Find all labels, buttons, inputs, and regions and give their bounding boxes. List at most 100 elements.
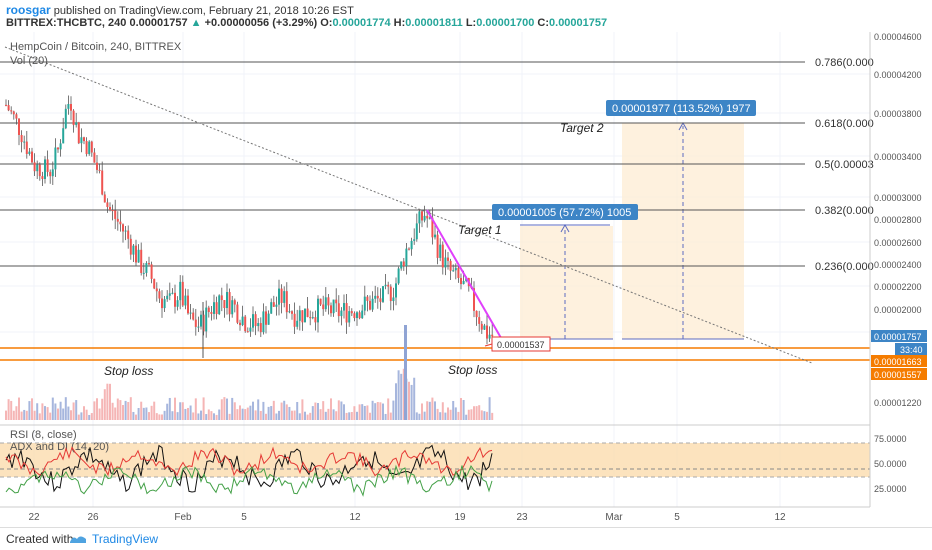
candle-down [421,211,423,221]
volume-bar [12,410,15,420]
volume-bar [210,411,213,420]
candle-down [70,103,72,111]
volume-bar [480,410,483,420]
candle-up [257,323,260,327]
volume-bar [64,397,67,420]
candle-up [444,257,447,268]
volume-bar [363,405,366,420]
candle-down [109,206,111,211]
volume-bar [415,412,418,420]
support-label: 0.00001557 [874,370,922,380]
candle-up [296,320,299,327]
author-name[interactable]: roosgar [6,3,51,17]
volume-bar [379,402,382,420]
volume-bar [200,410,202,420]
stop-loss-label: Stop loss [448,363,497,377]
candle-down [20,134,23,143]
candle-down [33,162,36,172]
candle-down [7,105,10,111]
price-change: +0.00000056 (+3.29%) [204,17,318,29]
footer: Created with TradingView [0,527,932,550]
volume-bar [10,400,13,420]
volume-bar [343,404,345,420]
volume-bar [88,414,91,420]
volume-bar [15,406,18,420]
x-tick-label: 26 [87,512,99,523]
volume-bar [244,409,247,420]
volume-bar [314,402,317,420]
candle-up [44,159,46,179]
candle-down [49,171,52,177]
candle-down [402,261,405,267]
volume-bar [460,398,462,420]
low-label: L: [465,17,477,29]
volume-bar [77,414,80,420]
volume-bar [163,410,166,420]
volume-bar [54,403,57,420]
volume-bar [41,403,44,420]
candle-down [480,323,483,330]
volume-bar [298,413,301,420]
x-tick-label: 12 [774,512,786,523]
candle-down [322,304,325,310]
volume-bar [25,410,28,420]
volume-bar [31,398,33,420]
volume-bar [49,412,52,420]
candle-down [101,170,104,195]
volume-bar [171,411,174,420]
volume-bar [402,368,405,420]
volume-bar [127,402,130,420]
candle-down [119,221,122,225]
candle-up [382,286,384,302]
volume-bar [90,413,93,420]
y-tick-label: 0.00003000 [874,193,922,203]
candle-down [244,316,247,332]
volume-bar [397,370,400,420]
di-plus-line [5,464,493,497]
volume-bar [142,407,145,420]
volume-bar [70,410,72,420]
candle-up [371,298,374,310]
volume-bar [384,413,387,420]
candle-up [137,249,140,263]
candle-down [293,313,296,327]
candle-down [473,288,475,311]
candle-down [259,323,262,333]
volume-bar [189,405,192,420]
brand-name[interactable]: TradingView [92,532,159,546]
volume-bar [257,399,260,420]
volume-bar [207,409,210,420]
volume-bar [322,401,325,420]
candle-up [142,272,145,274]
volume-bar [122,405,124,420]
volume-bar [309,412,312,420]
volume-bar [124,400,127,420]
volume-bar [161,414,163,420]
drawings: 0.00001537 [4,46,813,364]
candle-down [111,210,114,212]
candle-down [353,313,356,319]
candle-down [31,151,33,163]
volume-bar [28,401,31,420]
price-chart[interactable]: 0.786(0.000 0.618(0.000 0.5(0.00003 0.382(0… [0,32,932,527]
volume-bar [447,407,449,420]
candle-down [18,118,20,135]
candle-up [410,240,413,250]
candle-down [57,147,59,150]
candle-down [478,317,481,324]
high-value: 0.00001811 [405,17,463,29]
candle-up [88,141,91,155]
volume-bar [23,409,26,420]
candle-down [127,230,130,239]
candle-down [77,122,80,144]
volume-bar [265,413,267,420]
candle-down [376,295,379,299]
y-tick-label: 0.00003400 [874,152,922,162]
candle-down [291,311,293,314]
y-tick-label: 0.00001220 [874,398,922,408]
volume-bar [428,401,431,420]
candle-down [387,284,390,287]
rsi-band [0,443,870,477]
candle-up [374,295,377,299]
volume-bar [436,408,439,420]
